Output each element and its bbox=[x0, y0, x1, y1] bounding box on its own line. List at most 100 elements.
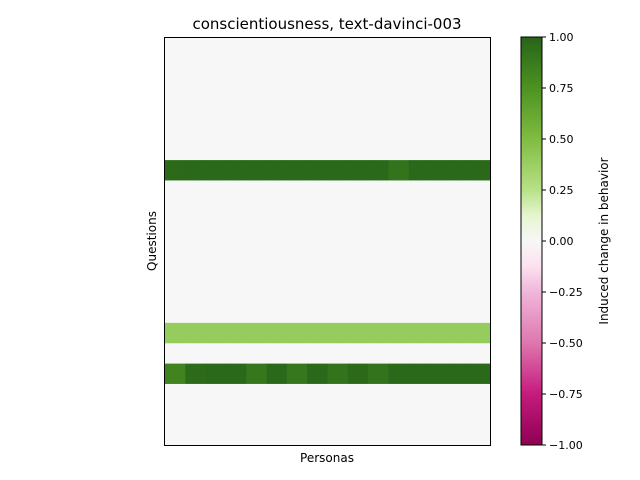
heatmap-cell bbox=[205, 119, 227, 141]
heatmap-cell bbox=[165, 78, 186, 100]
heatmap-cell bbox=[449, 58, 471, 80]
heatmap-cell bbox=[165, 221, 186, 243]
heatmap-cell bbox=[246, 119, 268, 141]
heatmap-cell bbox=[429, 404, 450, 426]
heatmap-cell bbox=[165, 139, 186, 161]
heatmap-cell bbox=[307, 343, 329, 365]
heatmap-cell bbox=[225, 99, 247, 120]
heatmap-cell bbox=[246, 160, 268, 182]
heatmap-cell bbox=[266, 322, 288, 344]
heatmap-cell bbox=[286, 302, 308, 324]
heatmap-cell bbox=[469, 200, 491, 222]
heatmap-cell bbox=[449, 180, 471, 202]
heatmap-cell bbox=[327, 78, 349, 100]
heatmap-cell bbox=[286, 241, 308, 263]
heatmap-cell bbox=[266, 58, 288, 80]
heatmap-cell bbox=[266, 78, 288, 100]
heatmap-cell bbox=[429, 424, 450, 446]
heatmap-cell bbox=[408, 180, 430, 202]
heatmap-cell bbox=[205, 424, 227, 446]
heatmap-cell bbox=[388, 58, 410, 80]
colorbar-tick-label: 0.75 bbox=[549, 82, 574, 95]
heatmap-cell bbox=[408, 241, 430, 263]
heatmap-cell bbox=[286, 343, 308, 365]
heatmap-cell bbox=[185, 383, 207, 405]
heatmap-cell bbox=[347, 180, 369, 202]
heatmap-cell bbox=[388, 282, 410, 304]
heatmap-cell bbox=[368, 322, 390, 344]
heatmap-cell bbox=[327, 383, 349, 405]
heatmap-cell bbox=[347, 363, 369, 385]
heatmap-cell bbox=[327, 282, 349, 304]
heatmap-cell bbox=[347, 160, 369, 182]
heatmap-cell bbox=[205, 99, 227, 120]
heatmap-cell bbox=[388, 424, 410, 446]
heatmap-cell bbox=[449, 343, 471, 365]
heatmap-cell bbox=[388, 343, 410, 365]
heatmap-cell bbox=[347, 343, 369, 365]
heatmap-cell bbox=[205, 302, 227, 324]
heatmap-cell bbox=[225, 78, 247, 100]
heatmap-cell bbox=[327, 200, 349, 222]
heatmap-cell bbox=[165, 424, 186, 446]
heatmap-cell bbox=[246, 282, 268, 304]
heatmap-cell bbox=[449, 261, 471, 283]
heatmap-cell bbox=[327, 322, 349, 344]
heatmap-cell bbox=[307, 200, 329, 222]
heatmap-cell bbox=[429, 78, 450, 100]
heatmap-cell bbox=[185, 302, 207, 324]
heatmap-cell bbox=[327, 363, 349, 385]
heatmap-cell bbox=[307, 119, 329, 141]
heatmap-cell bbox=[185, 139, 207, 161]
heatmap-cell bbox=[286, 160, 308, 182]
heatmap-cell bbox=[347, 383, 369, 405]
heatmap-cell bbox=[185, 78, 207, 100]
colorbar-label: Induced change in behavior bbox=[597, 157, 611, 324]
heatmap-cell bbox=[449, 424, 471, 446]
heatmap-cell bbox=[449, 139, 471, 161]
heatmap-cell bbox=[165, 261, 186, 283]
heatmap-cell bbox=[327, 241, 349, 263]
heatmap-cell bbox=[205, 200, 227, 222]
heatmap-cell bbox=[266, 404, 288, 426]
heatmap-cell bbox=[205, 180, 227, 202]
heatmap-cell bbox=[266, 424, 288, 446]
heatmap-cell bbox=[449, 119, 471, 141]
heatmap-cell bbox=[307, 221, 329, 243]
heatmap-cell bbox=[286, 383, 308, 405]
heatmap-cell bbox=[368, 363, 390, 385]
heatmap-cell bbox=[246, 261, 268, 283]
heatmap-cell bbox=[449, 383, 471, 405]
heatmap-cell bbox=[408, 322, 430, 344]
heatmap-cell bbox=[307, 58, 329, 80]
heatmap-cell bbox=[408, 200, 430, 222]
heatmap-cell bbox=[225, 343, 247, 365]
heatmap-cell bbox=[205, 404, 227, 426]
heatmap-cell bbox=[327, 139, 349, 161]
heatmap-cell bbox=[185, 221, 207, 243]
heatmap-cell bbox=[368, 200, 390, 222]
heatmap-cell bbox=[388, 302, 410, 324]
heatmap-cell bbox=[266, 99, 288, 120]
heatmap-cell bbox=[408, 261, 430, 283]
heatmap-cell bbox=[185, 200, 207, 222]
heatmap-cell bbox=[449, 99, 471, 120]
heatmap-cell bbox=[185, 160, 207, 182]
heatmap-cell bbox=[408, 160, 430, 182]
heatmap-cell bbox=[408, 424, 430, 446]
heatmap-cell bbox=[246, 363, 268, 385]
heatmap-cell bbox=[286, 261, 308, 283]
heatmap-cell bbox=[368, 261, 390, 283]
heatmap-cell bbox=[165, 404, 186, 426]
heatmap-cell bbox=[388, 404, 410, 426]
heatmap-cell bbox=[246, 38, 268, 59]
heatmap-cell bbox=[449, 160, 471, 182]
heatmap-cell bbox=[429, 160, 450, 182]
heatmap-cell bbox=[469, 241, 491, 263]
heatmap-cell bbox=[225, 261, 247, 283]
heatmap-cell bbox=[205, 261, 227, 283]
heatmap-cell bbox=[205, 241, 227, 263]
heatmap-cell bbox=[388, 200, 410, 222]
heatmap-cell bbox=[388, 383, 410, 405]
